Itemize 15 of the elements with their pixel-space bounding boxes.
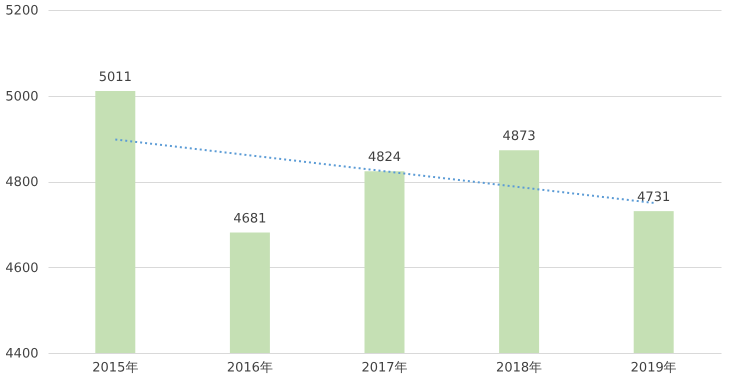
y-tick-label: 4800 — [5, 175, 38, 190]
y-tick-label: 5000 — [5, 89, 38, 104]
data-label: 4873 — [502, 129, 536, 144]
data-label: 4731 — [637, 190, 670, 206]
y-tick-label: 4400 — [5, 346, 38, 362]
data-label: 4824 — [368, 150, 402, 166]
x-tick-label: 2016年 — [226, 360, 273, 376]
y-tick-label: 5200 — [5, 4, 38, 18]
x-tick-label: 2017年 — [361, 360, 408, 376]
data-label: 5011 — [98, 70, 132, 86]
data-label: 4681 — [233, 212, 266, 227]
x-tick-label: 2015年 — [92, 360, 138, 376]
y-tick-label: 4600 — [5, 260, 38, 276]
x-tick-label: 2018年 — [496, 360, 542, 376]
x-tick-label: 2019年 — [630, 360, 677, 376]
